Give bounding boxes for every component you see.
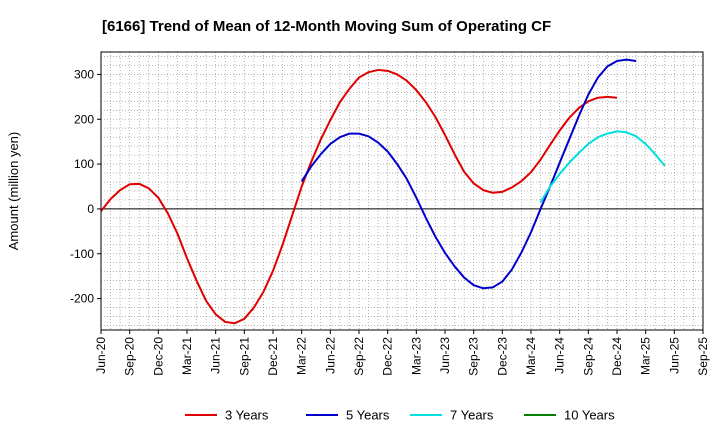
legend-label-10-years: 10 Years [564,408,615,423]
x-tick-label: Mar-23 [409,337,423,375]
x-tick-label: Mar-22 [295,337,309,375]
legend: 3 Years 5 Years 7 Years 10 Years [185,408,615,423]
x-tick-label: Dec-24 [610,337,624,376]
x-tick-label: Dec-21 [266,337,280,376]
x-tick-label: Mar-21 [180,337,194,375]
x-tick-label: Jun-24 [553,337,567,374]
y-tick-label: -200 [70,292,94,306]
x-tick-label: Jun-23 [438,337,452,374]
grid [100,52,704,330]
x-tick-label: Mar-24 [524,337,538,375]
y-axis-label: Amount (million yen) [6,132,21,251]
legend-label-7-years: 7 Years [450,408,494,423]
x-tick-label: Sep-21 [237,337,251,376]
x-tick-label: Sep-24 [581,337,595,376]
x-tick-label: Sep-20 [123,337,137,376]
legend-label-5-years: 5 Years [346,408,390,423]
y-tick-label: -100 [70,247,94,261]
x-tick-label: Jun-21 [209,337,223,374]
plot-frame [100,51,704,331]
series-line-5-years [300,58,637,290]
y-tick-label: 300 [74,67,94,81]
x-tick-label: Jun-22 [323,337,337,374]
x-tick-label: Jun-20 [94,337,108,374]
y-tick-label: 0 [87,202,94,216]
x-axis-ticks: Jun-20 Sep-20 Dec-20 Mar-21 Jun-21 Sep-21 Dec-… [94,330,710,376]
series-lines [100,58,666,325]
series-line-7-years [539,130,666,203]
series-line-3-years [100,68,618,325]
x-tick-label: Jun-25 [667,337,681,374]
x-tick-label: Sep-25 [696,337,710,376]
chart-title: [6166] Trend of Mean of 12-Month Moving … [102,18,551,35]
x-tick-label: Dec-20 [151,337,165,376]
x-tick-label: Sep-23 [467,337,481,376]
y-axis-ticks: -200 -100 0 100 200 300 [70,67,101,306]
y-tick-label: 200 [74,112,94,126]
x-tick-label: Mar-25 [639,337,653,375]
y-tick-label: 100 [74,157,94,171]
x-tick-label: Sep-22 [352,337,366,376]
legend-label-3-years: 3 Years [225,408,269,423]
x-tick-label: Dec-22 [381,337,395,376]
x-tick-label: Dec-23 [495,337,509,376]
